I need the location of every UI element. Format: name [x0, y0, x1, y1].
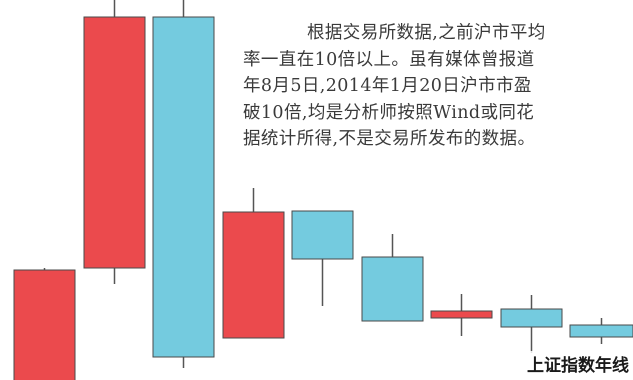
- candle-body-1: [13, 269, 76, 380]
- article-line-5: 据统计所得,不是交易所发布的数据。: [243, 129, 536, 150]
- article-line-3: 年8月5日,2014年1月20日沪市市盈: [243, 76, 532, 97]
- candle-body-5: [291, 210, 354, 260]
- candle-body-7: [430, 310, 493, 319]
- article-line-2: 率一直在10倍以上。虽有媒体曾报道: [243, 49, 535, 70]
- candle-body-6: [361, 256, 424, 322]
- chart-caption: 上证指数年线: [525, 351, 631, 376]
- candle-body-3: [152, 16, 215, 358]
- candle-body-4: [222, 211, 285, 339]
- candle-body-2: [83, 16, 146, 269]
- article-line-1: 根据交易所数据,之前沪市平均: [307, 23, 546, 43]
- article-text: 根据交易所数据,之前沪市平均 率一直在10倍以上。虽有媒体曾报道 年8月5日,2…: [243, 20, 633, 153]
- article-line-4: 破10倍,均是分析师按照Wind或同花: [243, 102, 535, 123]
- candle-body-9: [569, 324, 633, 338]
- candle-body-8: [500, 308, 563, 328]
